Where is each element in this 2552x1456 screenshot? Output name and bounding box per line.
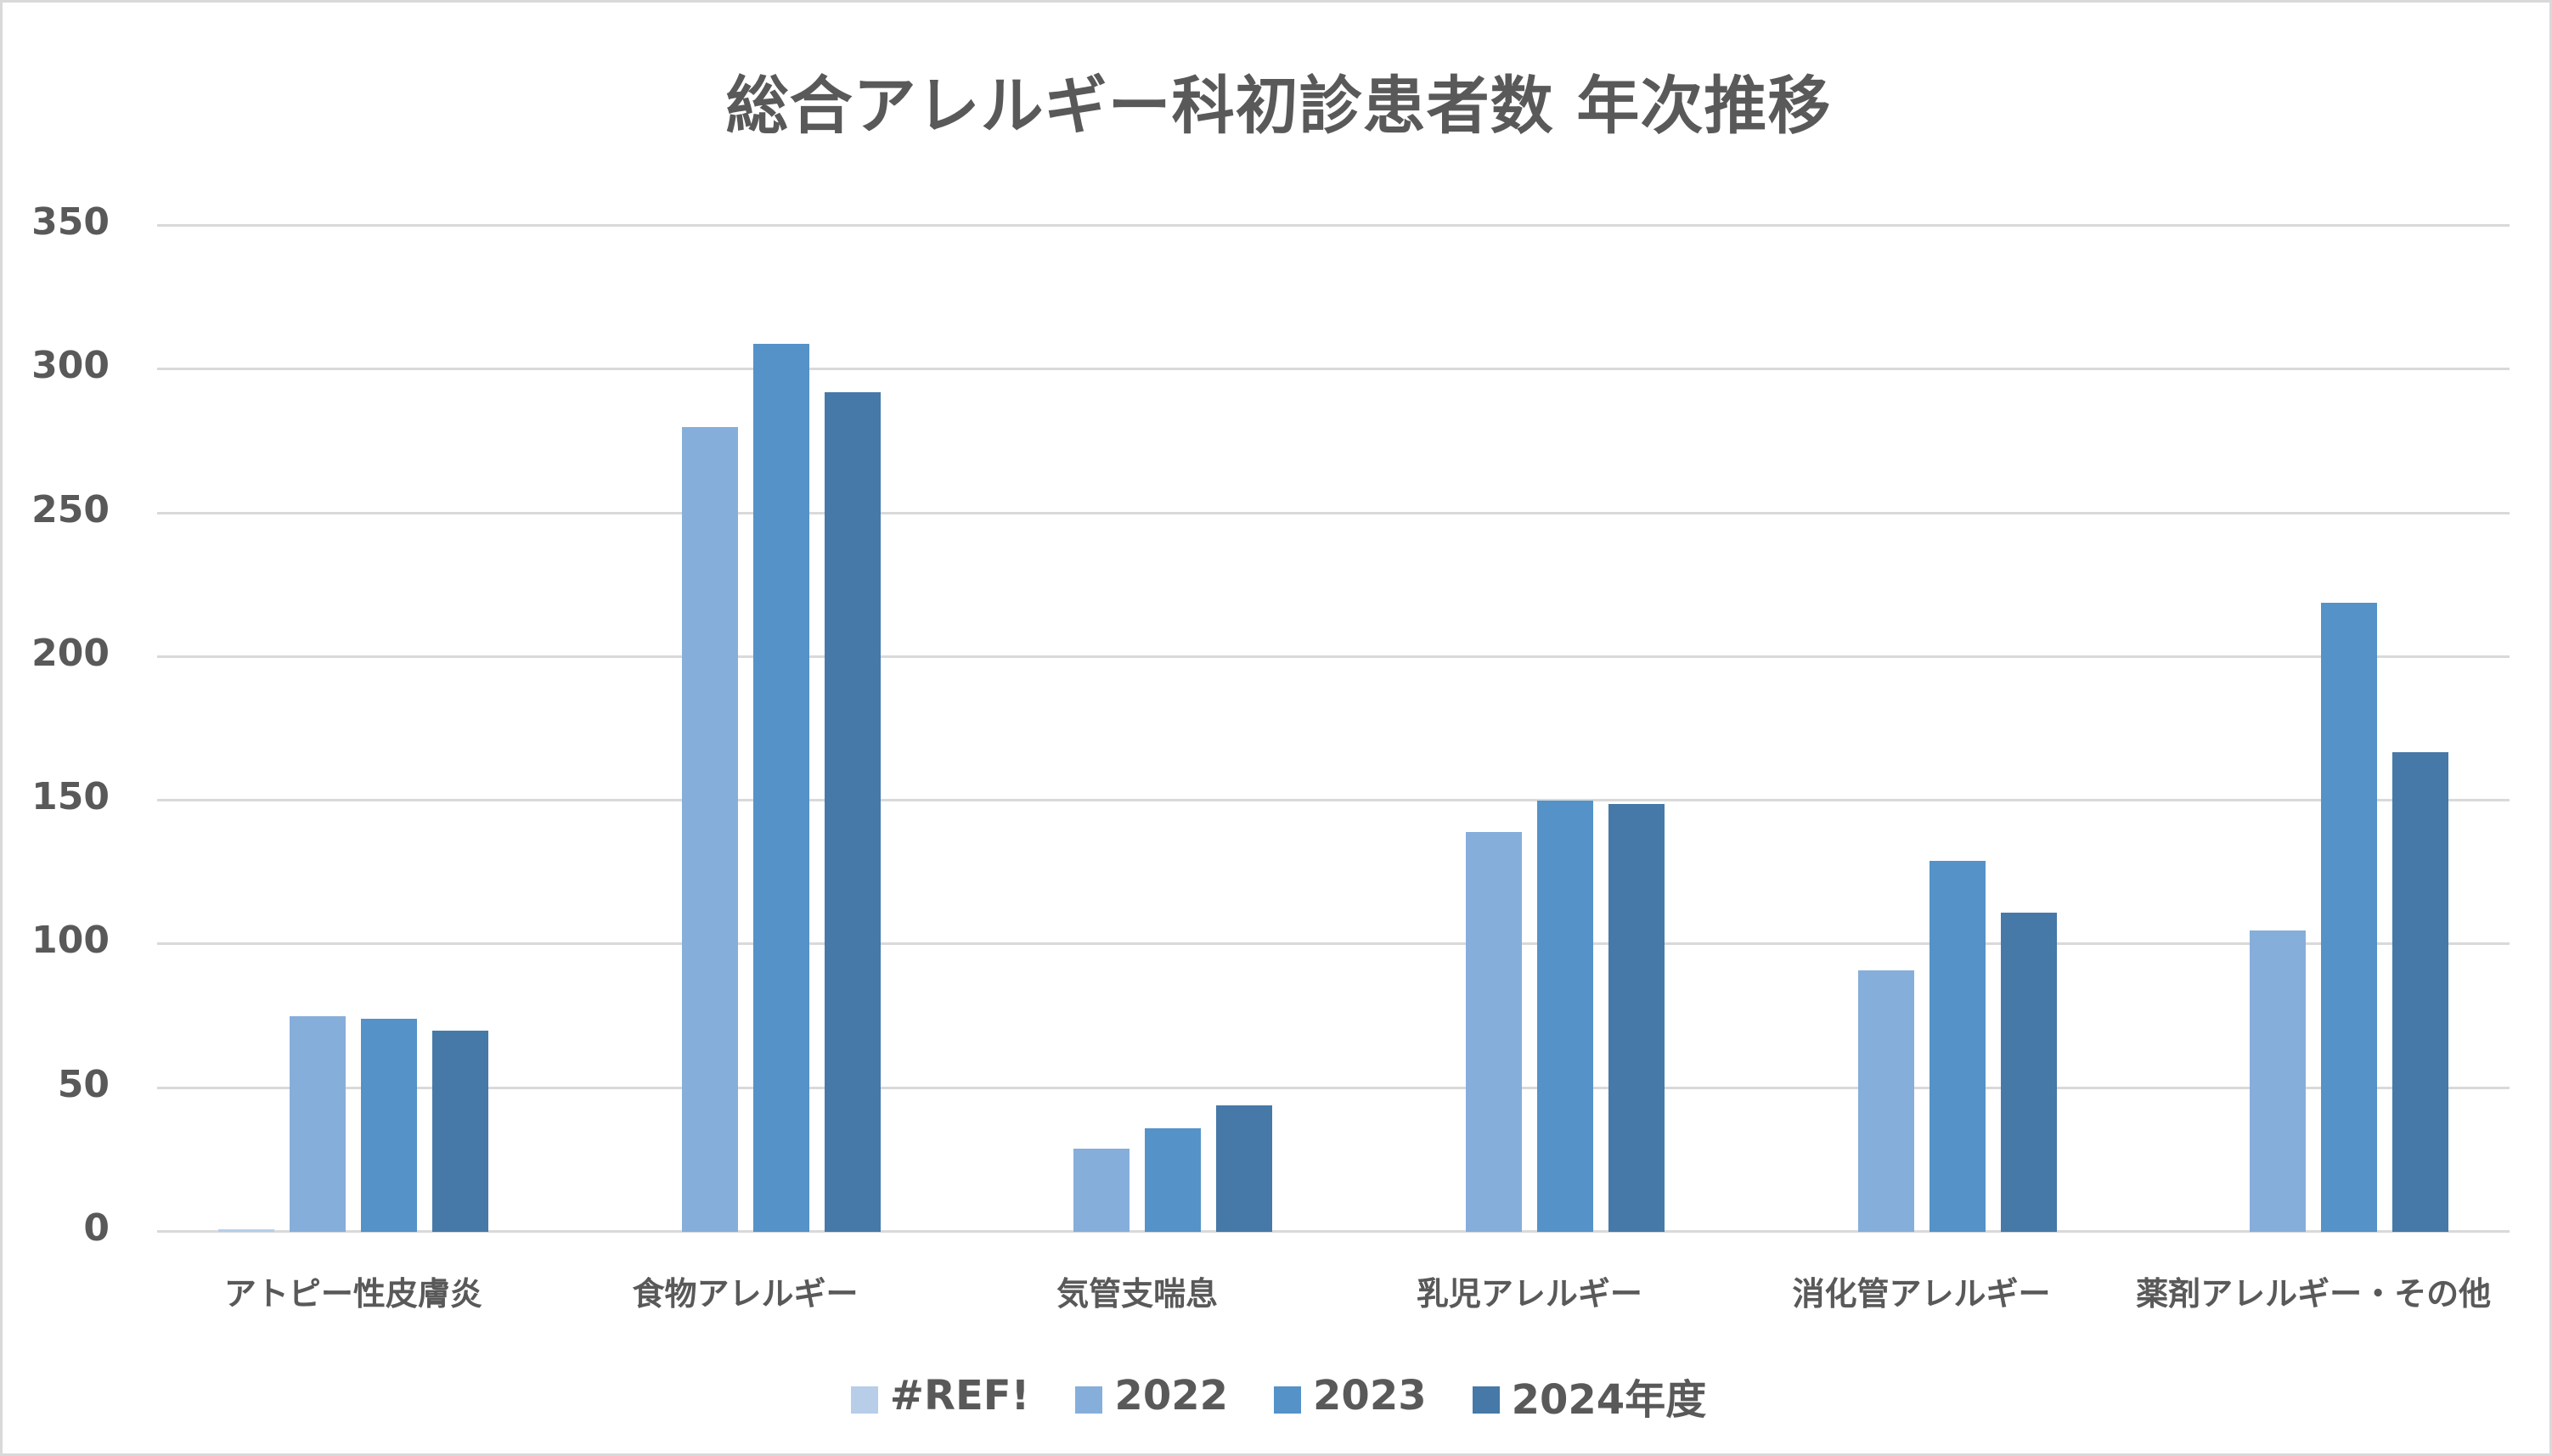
gridline xyxy=(157,799,2510,802)
bar-3-1[interactable] xyxy=(1465,832,1522,1232)
legend-label: #REF! xyxy=(889,1372,1030,1419)
chart-title: 総合アレルギー科初診患者数 年次推移 xyxy=(725,70,1832,143)
x-tick-label: 消化管アレルギー xyxy=(1792,1275,2051,1313)
y-tick-label: 50 xyxy=(57,1062,110,1106)
x-tick-label: アトピー性皮膚炎 xyxy=(223,1275,482,1313)
bar-1-2[interactable] xyxy=(752,343,809,1232)
bar-4-1[interactable] xyxy=(1857,970,1914,1232)
bar-2-2[interactable] xyxy=(1145,1128,1202,1232)
bar-4-2[interactable] xyxy=(1929,861,1986,1232)
bar-0-0[interactable] xyxy=(217,1228,274,1232)
bar-0-3[interactable] xyxy=(431,1031,488,1232)
legend-swatch-icon xyxy=(1472,1386,1500,1414)
bar-5-3[interactable] xyxy=(2392,751,2449,1232)
bar-4-3[interactable] xyxy=(2000,913,2057,1232)
bar-1-1[interactable] xyxy=(681,427,738,1232)
bar-1-3[interactable] xyxy=(824,392,881,1232)
legend-item[interactable]: 2023 xyxy=(1274,1372,1427,1419)
gridline xyxy=(157,942,2510,946)
gridline xyxy=(157,368,2510,371)
y-tick-label: 200 xyxy=(31,631,110,675)
y-tick-label: 300 xyxy=(31,344,110,388)
legend-item[interactable]: 2024年度 xyxy=(1472,1366,1707,1425)
bar-3-3[interactable] xyxy=(1608,803,1665,1232)
gridline xyxy=(157,511,2510,514)
legend-swatch-icon xyxy=(850,1386,878,1414)
bar-0-2[interactable] xyxy=(360,1019,417,1232)
legend-swatch-icon xyxy=(1274,1386,1302,1414)
x-tick-label: 食物アレルギー xyxy=(632,1275,859,1313)
bar-2-1[interactable] xyxy=(1073,1148,1130,1232)
legend-label: 2024年度 xyxy=(1511,1376,1707,1424)
legend: #REF! 2022 2023 2024年度 xyxy=(3,1366,2552,1425)
legend-label: 2022 xyxy=(1114,1372,1229,1419)
bar-3-2[interactable] xyxy=(1536,801,1593,1232)
x-tick-label: 薬剤アレルギー・その他 xyxy=(2136,1275,2492,1313)
gridline xyxy=(157,655,2510,658)
bar-2-3[interactable] xyxy=(1216,1105,1273,1232)
gridline xyxy=(157,1086,2510,1089)
x-tick-label: 乳児アレルギー xyxy=(1416,1275,1642,1313)
x-tick-label: 気管支喘息 xyxy=(1056,1275,1219,1313)
bar-5-1[interactable] xyxy=(2250,930,2307,1232)
bar-0-1[interactable] xyxy=(289,1016,346,1232)
y-tick-label: 0 xyxy=(83,1206,110,1250)
legend-item[interactable]: #REF! xyxy=(850,1372,1030,1419)
y-tick-label: 100 xyxy=(31,919,110,963)
gridline xyxy=(157,224,2510,227)
y-tick-label: 350 xyxy=(31,200,110,244)
y-tick-label: 150 xyxy=(31,775,110,819)
legend-label: 2023 xyxy=(1313,1372,1427,1419)
y-tick-label: 250 xyxy=(31,487,110,531)
legend-swatch-icon xyxy=(1075,1386,1103,1414)
bar-5-2[interactable] xyxy=(2321,602,2378,1232)
gridline xyxy=(157,1230,2510,1233)
legend-item[interactable]: 2022 xyxy=(1075,1372,1228,1419)
plot-area xyxy=(157,224,2510,1233)
